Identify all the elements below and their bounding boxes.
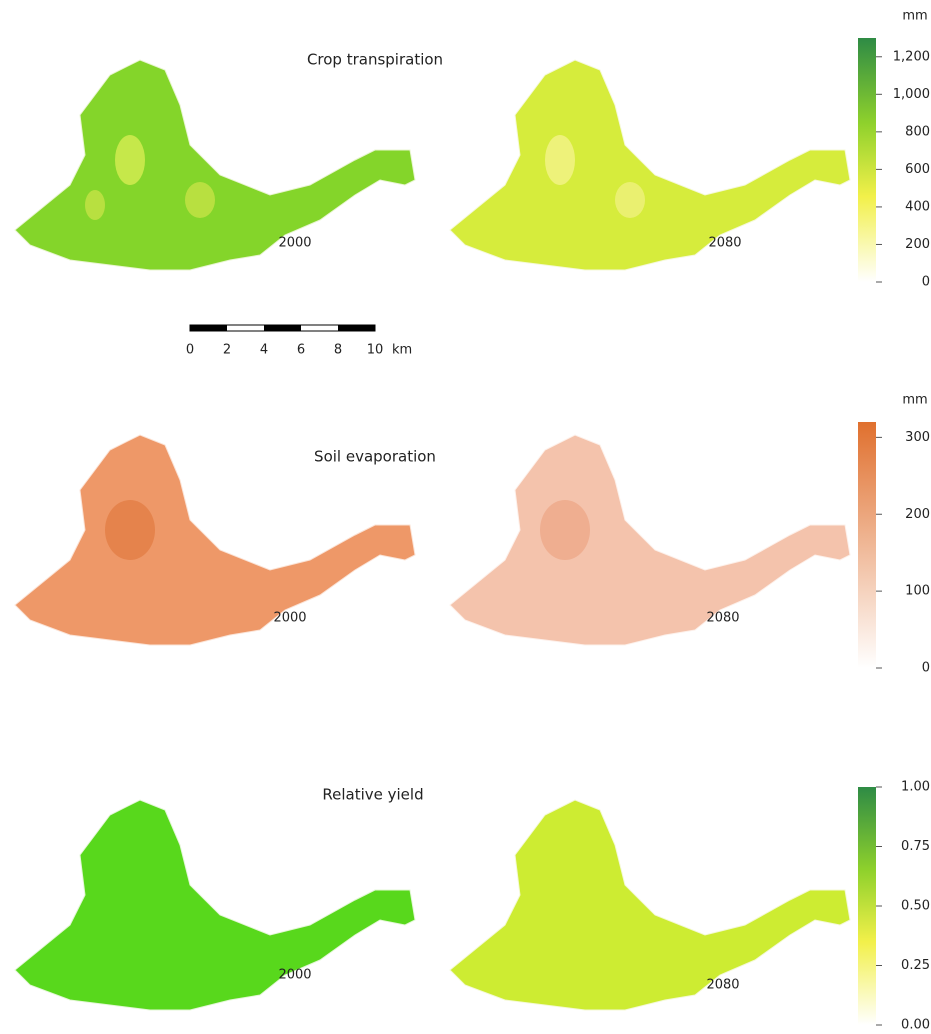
scale-bar-segment: [190, 325, 227, 331]
colorbar-tick-label: 200: [905, 237, 930, 252]
map-region: [450, 435, 850, 645]
map-region: [15, 60, 415, 270]
colorbar-tick-label: 0.75: [901, 839, 930, 854]
colorbar-tick-label: 600: [905, 162, 930, 177]
scale-bar-label: 8: [334, 343, 342, 358]
colorbar-tick-label: 100: [905, 584, 930, 599]
year-label: 2000: [273, 611, 306, 626]
figure: Crop transpiration20002080mm020040060080…: [0, 0, 931, 1034]
map-region: [450, 60, 850, 270]
colorbar-tick-label: 1.00: [901, 780, 930, 795]
colorbar-unit: mm: [902, 9, 927, 24]
colorbar-tick-label: 300: [905, 430, 930, 445]
map-patch: [105, 500, 155, 560]
colorbar-tick-label: 0.50: [901, 899, 930, 914]
map-region: [15, 800, 415, 1010]
year-label: 2000: [278, 236, 311, 251]
map-patch: [115, 135, 145, 185]
colorbar-tick-label: 0: [922, 275, 930, 290]
map-region: [450, 800, 850, 1010]
panel-title: Crop transpiration: [307, 51, 443, 69]
scale-bar-segment: [264, 325, 301, 331]
colorbar: [858, 787, 876, 1025]
year-label: 2080: [708, 236, 741, 251]
map-patch: [85, 190, 105, 220]
colorbar-tick-label: 400: [905, 199, 930, 214]
colorbar: [858, 422, 876, 668]
map-patch: [185, 182, 215, 218]
colorbar-tick-label: 1,200: [893, 49, 930, 64]
colorbar-tick-label: 0.00: [901, 1018, 930, 1033]
scale-bar-label: 6: [297, 343, 305, 358]
scale-bar-label: 10: [367, 343, 384, 358]
panel-title: Relative yield: [322, 786, 423, 804]
colorbar-unit: mm: [902, 393, 927, 408]
map-region: [15, 435, 415, 645]
scale-bar-label: 4: [260, 343, 268, 358]
scale-bar-label: 0: [186, 343, 194, 358]
scale-bar: [190, 325, 375, 331]
colorbar-tick-label: 0: [922, 661, 930, 676]
scale-bar-label: 2: [223, 343, 231, 358]
colorbar-tick-label: 1,000: [893, 87, 930, 102]
map-patch: [545, 135, 575, 185]
year-label: 2080: [706, 978, 739, 993]
map-rows: [15, 60, 850, 1010]
colorbar: [858, 38, 876, 282]
map-patch: [540, 500, 590, 560]
panel-title: Soil evaporation: [314, 448, 436, 466]
year-label: 2000: [278, 968, 311, 983]
map-patch: [615, 182, 645, 218]
colorbar-tick-label: 200: [905, 507, 930, 522]
scale-bar-segment: [338, 325, 375, 331]
year-label: 2080: [706, 611, 739, 626]
colorbar-tick-label: 0.25: [901, 958, 930, 973]
scale-bar-unit: km: [392, 343, 412, 358]
colorbar-tick-label: 800: [905, 124, 930, 139]
